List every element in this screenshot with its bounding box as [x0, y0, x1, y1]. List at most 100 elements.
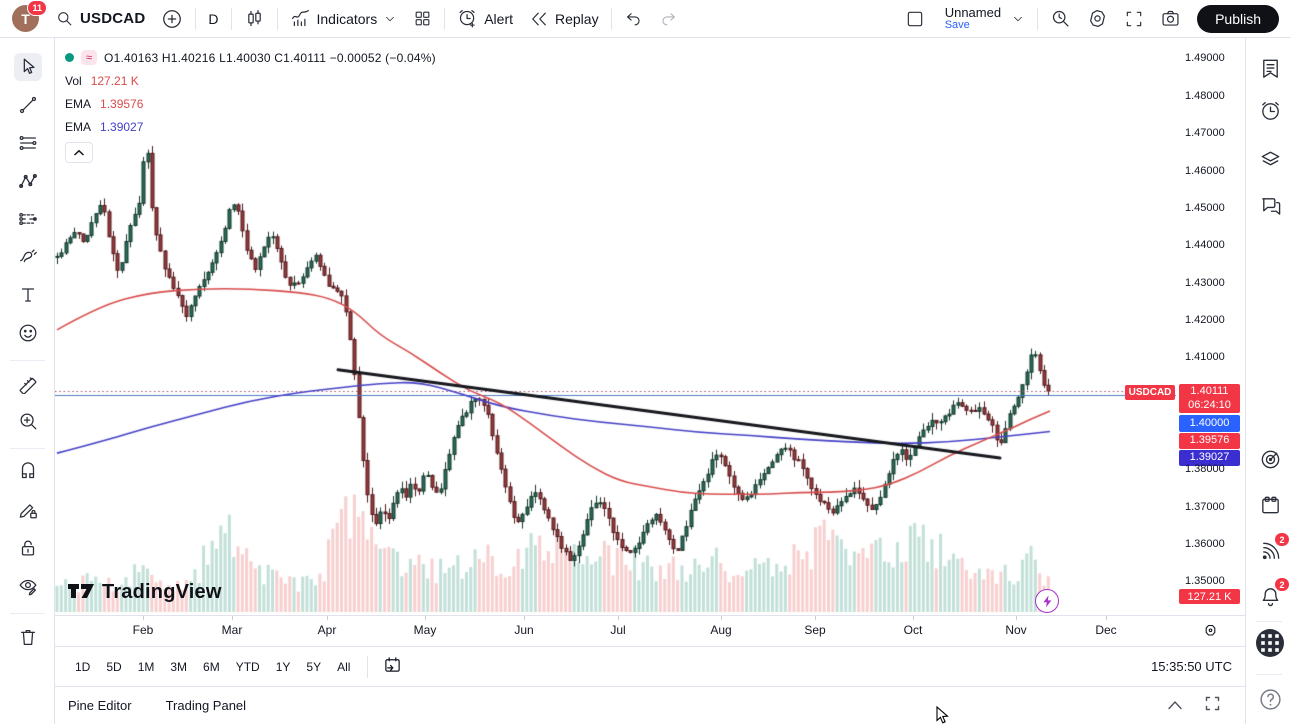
- quick-trade-lightning-button[interactable]: [1035, 589, 1059, 613]
- tool-hide-drawings[interactable]: [14, 572, 42, 600]
- chart-legend: ≈ O1.40163 H1.40216 L1.40030 C1.40111 −0…: [65, 46, 436, 163]
- range-3m[interactable]: 3M: [170, 659, 188, 674]
- publish-button[interactable]: Publish: [1197, 4, 1279, 33]
- save-label[interactable]: Save: [944, 18, 970, 31]
- brush-icon: [17, 246, 39, 268]
- divider: [367, 655, 369, 678]
- layout-select-button[interactable]: [897, 4, 933, 34]
- range-1d[interactable]: 1D: [75, 659, 91, 674]
- sidebar-apps[interactable]: [1256, 629, 1284, 657]
- sidebar-object-tree[interactable]: [1257, 145, 1283, 171]
- range-ytd[interactable]: YTD: [235, 659, 260, 674]
- alert-button[interactable]: Alert: [449, 4, 521, 34]
- trash-icon: [17, 626, 39, 648]
- sidebar-streams[interactable]: 2: [1257, 533, 1289, 564]
- fullscreen-button[interactable]: [1116, 4, 1152, 34]
- price-tick: 1.48000: [1185, 89, 1225, 102]
- chart-style-button[interactable]: [236, 4, 273, 34]
- sidebar-help[interactable]: [1257, 686, 1283, 712]
- save-layout-button[interactable]: Unnamed Save: [933, 4, 1033, 34]
- tool-forecast[interactable]: [14, 205, 42, 233]
- tool-trend-line[interactable]: [14, 91, 42, 119]
- tab-trading-panel[interactable]: Trading Panel: [165, 698, 247, 713]
- watermark-text: TradingView: [102, 581, 222, 603]
- range-5y[interactable]: 5Y: [306, 659, 322, 674]
- tool-cursor[interactable]: [14, 53, 42, 81]
- ruler-icon: [17, 372, 39, 394]
- sidebar-calendar[interactable]: [1257, 492, 1283, 518]
- price-tick: 1.46000: [1185, 164, 1225, 177]
- undo-button[interactable]: [616, 4, 651, 34]
- price-axis[interactable]: 1.40111 06:24:10 1.40000 1.39576 1.39027…: [1176, 38, 1245, 615]
- camera-icon: [1160, 8, 1181, 29]
- legend-collapse-button[interactable]: [65, 142, 93, 163]
- quick-search-icon: [1050, 8, 1071, 29]
- last-price-label: 1.40111 06:24:10: [1179, 384, 1240, 414]
- range-1y[interactable]: 1Y: [275, 659, 291, 674]
- volume-label: Vol: [65, 73, 82, 88]
- axis-settings-icon[interactable]: [1203, 623, 1218, 643]
- tool-lock[interactable]: [14, 534, 42, 562]
- cursor-icon: [17, 56, 39, 78]
- ema-fast-value: 1.39576: [100, 96, 144, 111]
- tool-brush[interactable]: [14, 243, 42, 271]
- settings-icon: [1087, 8, 1108, 29]
- clock-utc[interactable]: 15:35:50 UTC: [1151, 659, 1232, 674]
- trend-line-icon: [17, 94, 39, 116]
- indicator-templates-button[interactable]: [405, 4, 440, 34]
- month-label-oct: Oct: [903, 623, 923, 637]
- tool-text[interactable]: [14, 281, 42, 309]
- tool-zoom-in[interactable]: [14, 407, 42, 435]
- price-tick: 1.36000: [1185, 538, 1225, 551]
- panel-maximize-button[interactable]: [1205, 696, 1220, 716]
- sidebar-alerts[interactable]: [1257, 98, 1283, 124]
- range-all[interactable]: All: [337, 659, 351, 674]
- lock-icon: [17, 537, 39, 559]
- sidebar-watchlist[interactable]: [1257, 55, 1283, 81]
- divider: [610, 7, 612, 30]
- tradingview-watermark[interactable]: TradingView: [68, 581, 222, 604]
- go-to-date-button[interactable]: [376, 653, 409, 680]
- sidebar-notifications[interactable]: 2: [1257, 578, 1289, 609]
- user-avatar[interactable]: T 11: [12, 0, 47, 32]
- tool-ruler[interactable]: [14, 369, 42, 397]
- month-label-apr: Apr: [317, 623, 337, 637]
- sidebar-hotlists[interactable]: [1257, 446, 1283, 472]
- time-axis[interactable]: Feb Mar Apr May Jun Jul Aug Sep Oct Nov Dec: [55, 615, 1245, 646]
- month-tick: [524, 616, 525, 620]
- replay-icon: [529, 9, 549, 29]
- hide-drawings-icon: [17, 575, 39, 597]
- ema-slow-legend-row[interactable]: EMA 1.39027: [65, 115, 436, 138]
- snapshot-button[interactable]: [1152, 4, 1189, 34]
- indicators-button[interactable]: Indicators: [282, 4, 406, 34]
- tool-magnet[interactable]: [14, 458, 42, 486]
- ema-fast-legend-row[interactable]: EMA 1.39576: [65, 92, 436, 115]
- tool-edit-lock[interactable]: [14, 496, 42, 524]
- redo-button[interactable]: [651, 4, 686, 34]
- panel-expand-button[interactable]: [1167, 697, 1183, 715]
- month-tick: [721, 616, 722, 620]
- symbol-search-button[interactable]: USDCAD: [47, 4, 153, 34]
- range-1m[interactable]: 1M: [137, 659, 155, 674]
- sidebar-chat[interactable]: [1257, 192, 1283, 218]
- month-tick: [618, 616, 619, 620]
- symbol-legend-row[interactable]: ≈ O1.40163 H1.40216 L1.40030 C1.40111 −0…: [65, 46, 436, 69]
- range-6m[interactable]: 6M: [203, 659, 220, 674]
- tool-pattern[interactable]: [14, 167, 42, 195]
- tool-trash[interactable]: [14, 623, 42, 651]
- ema-fast-price-label: 1.39576: [1179, 433, 1240, 450]
- chart-settings-button[interactable]: [1079, 4, 1116, 34]
- volume-legend-row[interactable]: Vol 127.21 K: [65, 69, 436, 92]
- ema-slow-label: EMA: [65, 119, 92, 134]
- range-5d[interactable]: 5D: [106, 659, 122, 674]
- quick-search-button[interactable]: [1042, 4, 1079, 34]
- price-chart-canvas[interactable]: [55, 38, 1176, 615]
- tab-pine-editor[interactable]: Pine Editor: [68, 698, 132, 713]
- tool-fib-retracement[interactable]: [14, 129, 42, 157]
- interval-button[interactable]: D: [200, 4, 226, 34]
- layout-square-icon: [905, 9, 925, 29]
- replay-button[interactable]: Replay: [521, 4, 607, 34]
- compare-add-button[interactable]: [153, 4, 191, 34]
- tool-emoji[interactable]: [14, 319, 42, 347]
